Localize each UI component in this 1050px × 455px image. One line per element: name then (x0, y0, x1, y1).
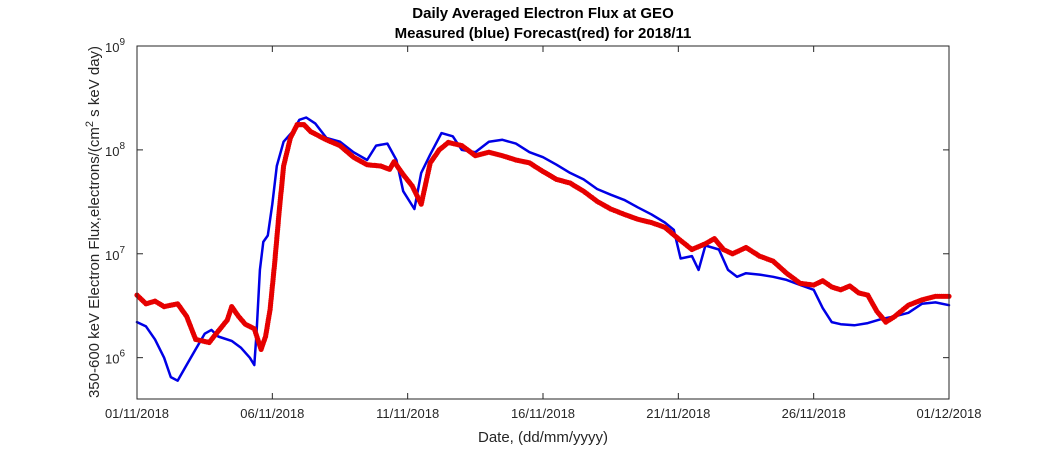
y-tick-label: 109 (105, 37, 125, 55)
y-tick-base: 10 (105, 248, 119, 263)
y-axis-label-superscript: 2 (84, 121, 96, 127)
x-tick-label: 06/11/2018 (240, 406, 304, 421)
y-tick-base: 10 (105, 40, 119, 55)
y-tick-label: 106 (105, 349, 125, 367)
chart-title: Daily Averaged Electron Flux at GEO (412, 5, 674, 22)
series-1-points (134, 122, 952, 352)
y-tick-exponent: 6 (119, 349, 125, 360)
y-axis-label-tail: s keV day) (86, 46, 103, 121)
x-axis-ticks: 01/11/2018 06/11/2018 11/11/2018 16/11/2018… (105, 46, 982, 421)
x-tick-label: 26/11/2018 (782, 406, 846, 421)
x-axis-label: Date, (dd/mm/yyyy) (478, 429, 608, 446)
y-tick-base: 10 (105, 144, 119, 159)
y-tick-label: 107 (105, 245, 125, 263)
x-tick-label: 16/11/2018 (511, 406, 575, 421)
plot-area (137, 46, 949, 399)
y-tick-base: 10 (105, 352, 119, 367)
y-tick-exponent: 9 (119, 37, 125, 48)
y-tick-exponent: 8 (119, 141, 125, 152)
x-tick-label: 11/11/2018 (376, 406, 439, 421)
x-tick-label: 01/12/2018 (916, 406, 981, 421)
y-axis-label: 350-600 keV Electron Flux,electrons/(cm2… (84, 46, 103, 398)
y-tick-label: 108 (105, 141, 125, 159)
series-layer (134, 116, 952, 382)
y-axis-label-main: 350-600 keV Electron Flux,electrons/(cm (86, 127, 103, 398)
x-tick-label: 01/11/2018 (105, 406, 169, 421)
chart-subtitle: Measured (blue) Forecast(red) for 2018/1… (395, 25, 692, 42)
y-tick-exponent: 7 (119, 245, 125, 256)
x-tick-label: 21/11/2018 (646, 406, 710, 421)
